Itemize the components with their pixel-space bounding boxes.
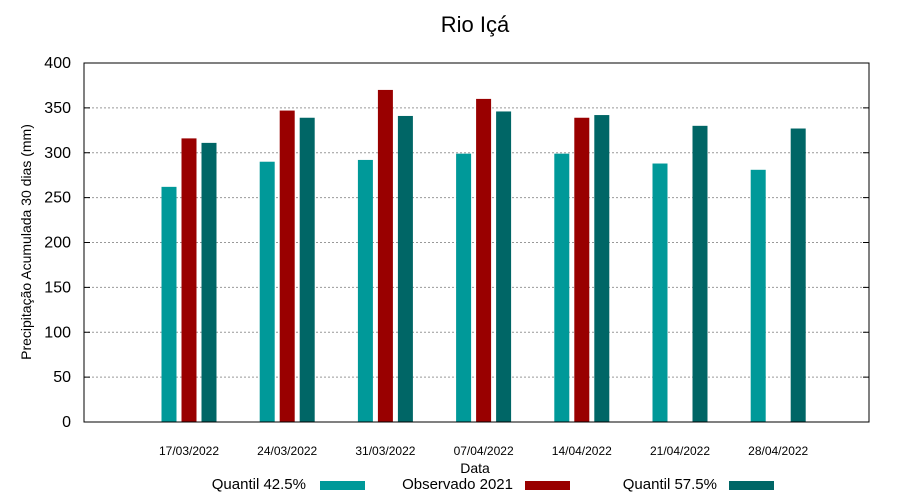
y-tick-label: 150 bbox=[44, 279, 71, 296]
bar-quantil-42-5--2 bbox=[357, 159, 373, 422]
x-tick-label: 17/03/2022 bbox=[159, 444, 219, 458]
y-tick-label: 400 bbox=[44, 55, 71, 72]
y-tick-label: 50 bbox=[53, 369, 71, 386]
bar-observado-2021-2 bbox=[377, 89, 393, 423]
bar-quantil-57-5--4 bbox=[594, 115, 610, 423]
legend-swatch bbox=[525, 481, 570, 490]
bar-quantil-42-5--6 bbox=[750, 169, 766, 422]
y-tick-label: 100 bbox=[44, 324, 71, 341]
x-tick-label: 07/04/2022 bbox=[454, 444, 514, 458]
legend-swatch bbox=[320, 481, 365, 490]
bars bbox=[161, 89, 806, 423]
bar-observado-2021-0 bbox=[181, 138, 197, 422]
bar-quantil-42-5--4 bbox=[554, 153, 570, 422]
y-tick-label: 300 bbox=[44, 145, 71, 162]
bar-observado-2021-1 bbox=[279, 110, 295, 422]
x-tick-label: 31/03/2022 bbox=[355, 444, 415, 458]
y-tick-label: 250 bbox=[44, 190, 71, 207]
bar-quantil-42-5--3 bbox=[456, 153, 472, 422]
y-tick-label: 350 bbox=[44, 100, 71, 117]
y-axis-ticks: 0 50 100 150 200 250 300 350 400 bbox=[44, 55, 869, 431]
bar-quantil-57-5--1 bbox=[299, 117, 315, 422]
bar-observado-2021-4 bbox=[574, 117, 590, 422]
x-axis-ticks: 17/03/2022 24/03/2022 31/03/2022 07/04/2022… bbox=[159, 444, 809, 458]
y-tick-label: 0 bbox=[62, 414, 71, 431]
x-tick-label: 21/04/2022 bbox=[650, 444, 710, 458]
chart-title: Rio Içá bbox=[441, 12, 510, 37]
bar-observado-2021-3 bbox=[476, 98, 492, 423]
bar-quantil-57-5--0 bbox=[201, 142, 217, 422]
bar-quantil-42-5--5 bbox=[652, 163, 668, 422]
bar-quantil-57-5--2 bbox=[397, 115, 413, 422]
legend-label: Quantil 57.5% bbox=[623, 476, 717, 493]
y-tick-label: 200 bbox=[44, 235, 71, 252]
x-tick-label: 14/04/2022 bbox=[552, 444, 612, 458]
x-tick-label: 28/04/2022 bbox=[748, 444, 808, 458]
x-axis-title: Data bbox=[460, 460, 490, 476]
bar-quantil-57-5--3 bbox=[496, 111, 512, 422]
bar-quantil-57-5--5 bbox=[692, 125, 708, 422]
legend: Quantil 42.5% Observado 2021 Quantil 57.5% bbox=[212, 476, 774, 493]
x-tick-label: 24/03/2022 bbox=[257, 444, 317, 458]
bar-quantil-42-5--0 bbox=[161, 186, 177, 422]
bar-quantil-57-5--6 bbox=[790, 128, 806, 422]
bar-quantil-42-5--1 bbox=[259, 161, 275, 422]
y-axis-title: Precipitação Acumulada 30 dias (mm) bbox=[18, 124, 34, 360]
legend-swatch bbox=[729, 481, 774, 490]
legend-label: Observado 2021 bbox=[402, 476, 513, 493]
legend-label: Quantil 42.5% bbox=[212, 476, 306, 493]
